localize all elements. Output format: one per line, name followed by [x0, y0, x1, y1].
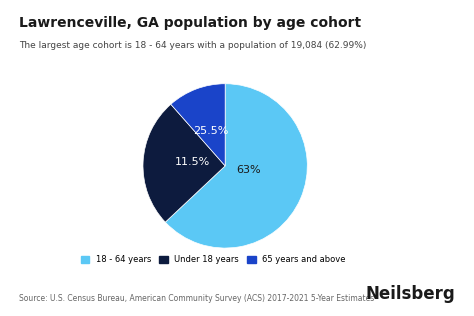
Text: 63%: 63%: [236, 165, 261, 175]
Text: 11.5%: 11.5%: [174, 157, 210, 167]
Text: 25.5%: 25.5%: [192, 126, 228, 137]
Text: Lawrenceville, GA population by age cohort: Lawrenceville, GA population by age coho…: [19, 16, 361, 30]
Wedge shape: [143, 104, 225, 222]
Text: Source: U.S. Census Bureau, American Community Survey (ACS) 2017-2021 5-Year Est: Source: U.S. Census Bureau, American Com…: [19, 295, 374, 303]
Text: Neilsberg: Neilsberg: [365, 285, 455, 303]
Wedge shape: [171, 84, 225, 166]
Wedge shape: [165, 84, 307, 248]
Legend: 18 - 64 years, Under 18 years, 65 years and above: 18 - 64 years, Under 18 years, 65 years …: [77, 252, 349, 268]
Text: The largest age cohort is 18 - 64 years with a population of 19,084 (62.99%): The largest age cohort is 18 - 64 years …: [19, 41, 366, 50]
